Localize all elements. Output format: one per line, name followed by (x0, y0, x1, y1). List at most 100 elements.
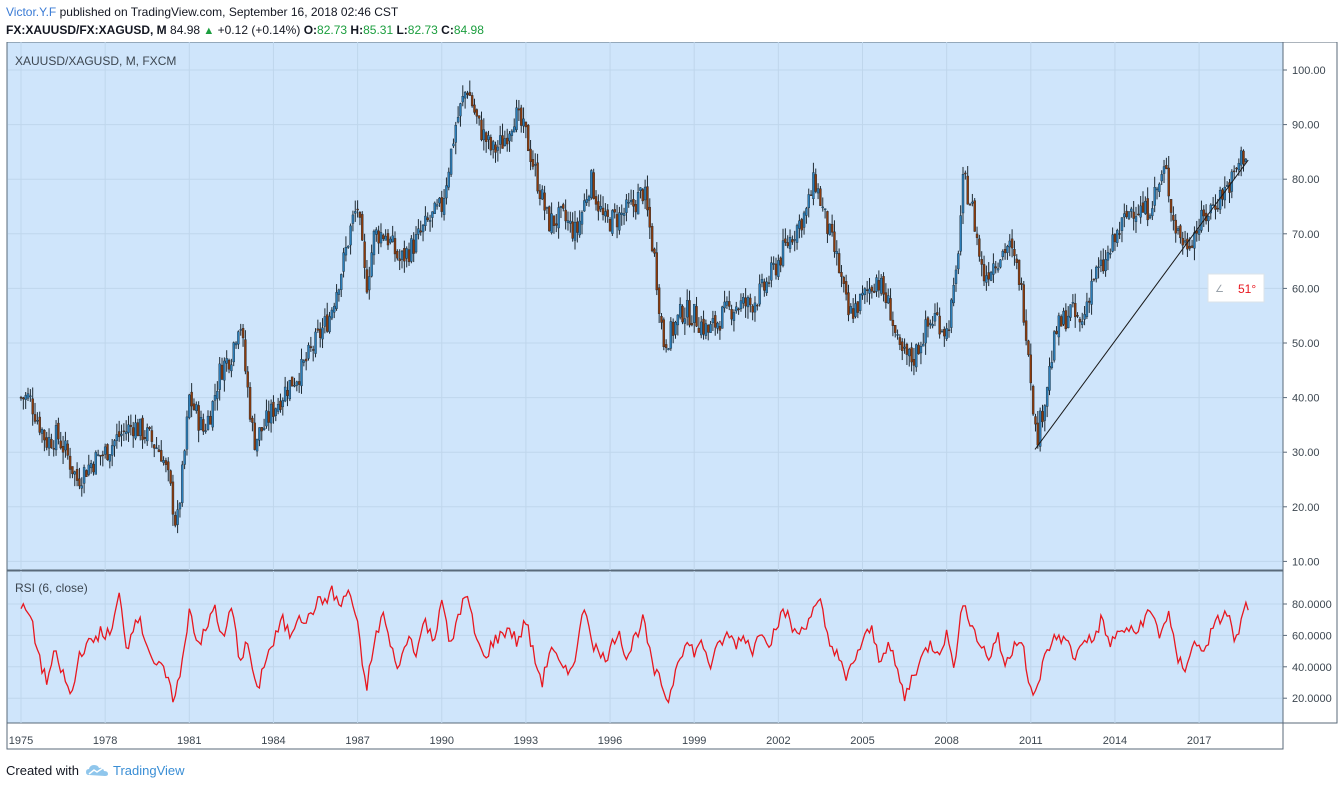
candle-body (482, 129, 486, 141)
candle-body (190, 391, 193, 407)
candle-body (721, 306, 724, 329)
candle-body (856, 301, 860, 313)
candle-body (795, 225, 799, 243)
candle-body (265, 410, 268, 427)
candle-body (43, 429, 46, 441)
candle-body (599, 205, 602, 210)
candle-body (131, 427, 135, 437)
candle-body (333, 305, 336, 313)
candle-body (150, 430, 154, 442)
close-label: C: (441, 23, 454, 37)
high-value: 85.31 (363, 23, 394, 37)
candle-body (798, 220, 801, 229)
x-tick-label: 2008 (934, 735, 958, 747)
candle-body (732, 312, 736, 321)
candle-body (1099, 259, 1103, 266)
tradingview-cloud-icon (85, 765, 108, 776)
candle-body (435, 204, 439, 207)
candle-body (531, 159, 535, 167)
candle-body (496, 146, 500, 151)
candle-body (195, 404, 198, 411)
candle-body (377, 230, 380, 244)
candle-body (326, 314, 329, 332)
candle-body (728, 301, 731, 307)
candle-body (120, 433, 123, 436)
candle-body (101, 454, 105, 457)
candle-body (1022, 284, 1025, 323)
candle-body (1064, 310, 1068, 330)
chart-area[interactable]: 1975 1978 1981 1984 1987 1990 1993 1996 1999 2002… (0, 42, 1344, 752)
candle-body (237, 331, 240, 345)
candle-body (393, 238, 397, 255)
candle-body (1085, 301, 1089, 317)
candle-body (966, 175, 969, 205)
trendline[interactable] (1034, 159, 1249, 450)
candle-body (372, 230, 376, 256)
price-axis[interactable] (1282, 42, 1338, 724)
tradingview-link[interactable]: TradingView (112, 763, 185, 778)
candle-body (583, 200, 586, 212)
candle-body (94, 452, 98, 475)
candle-body (938, 315, 941, 335)
candle-body (68, 455, 72, 470)
candle-body (1090, 280, 1093, 305)
candle-body (227, 359, 231, 370)
candle-body (716, 322, 719, 329)
candle-body (267, 411, 270, 423)
candle-body (1123, 213, 1126, 218)
candle-body (674, 321, 677, 335)
candle-body (943, 329, 946, 337)
candle-body (770, 262, 773, 281)
candle-body (837, 253, 841, 273)
candle-body (947, 329, 951, 331)
candle-body (211, 401, 214, 428)
candle-body (877, 280, 881, 291)
candle-body (484, 132, 488, 142)
candle-body (347, 245, 350, 248)
time-axis[interactable] (6, 722, 1284, 750)
candle-body (522, 118, 525, 127)
candle-body (636, 192, 640, 215)
x-tick-label: 2002 (766, 735, 790, 747)
candle-body (1078, 318, 1082, 323)
candle-body (218, 363, 221, 390)
candle-body (78, 478, 81, 487)
candle-body (1193, 232, 1196, 249)
candle-body (501, 135, 504, 149)
candle-body (234, 342, 238, 346)
candle-body (613, 209, 616, 213)
candle-body (910, 347, 913, 363)
candle-body (751, 305, 754, 313)
angle-label: 51° (1238, 282, 1256, 296)
author-link[interactable]: Victor.Y.F (6, 5, 57, 19)
y-tick-label: 100.00 (1292, 65, 1326, 77)
candle-body (239, 329, 242, 331)
candle-body (181, 464, 184, 504)
candle-body (143, 437, 147, 439)
candle-body (171, 481, 175, 515)
candle-body (475, 109, 479, 117)
angle-annotation[interactable]: ∠ 51° (1207, 273, 1265, 303)
candle-body (274, 408, 277, 416)
candle-body (230, 364, 233, 372)
candle-body (527, 125, 530, 152)
candle-body (473, 104, 476, 113)
candle-body (739, 300, 743, 310)
candle-body (989, 272, 993, 281)
candle-body (520, 107, 523, 126)
candle-body (419, 230, 422, 233)
candle-body (791, 239, 794, 243)
last-price: 84.98 (170, 23, 201, 37)
angle-icon: ∠ (1215, 284, 1224, 295)
candle-body (178, 503, 182, 510)
candle-body (61, 446, 65, 453)
candle-body (503, 138, 507, 146)
candle-body (244, 339, 247, 372)
candle-body (241, 328, 245, 339)
candle-body (24, 395, 27, 400)
open-value: 82.73 (317, 23, 348, 37)
candle-body (155, 447, 158, 450)
candle-body (491, 141, 495, 150)
candle-body (625, 199, 628, 213)
rsi-pane[interactable] (6, 570, 1284, 724)
